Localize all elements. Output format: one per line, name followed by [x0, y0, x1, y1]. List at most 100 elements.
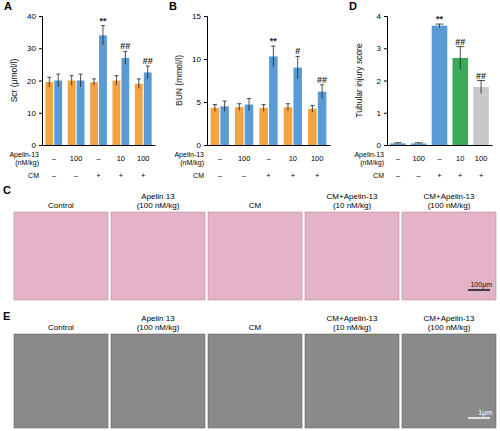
condition-label: CM — [193, 172, 204, 179]
condition-value: + — [315, 171, 320, 180]
y-axis: 051015 — [192, 12, 207, 150]
y-tick: 1 — [377, 109, 387, 118]
y-axis-title: Scr (μmol/l) — [9, 59, 19, 103]
y-tick: 3 — [377, 44, 387, 53]
bar — [432, 26, 448, 145]
y-tick: 10 — [27, 109, 42, 118]
condition-label: Apelin-13 — [354, 151, 384, 159]
image-label: (10 nM/kg) — [333, 201, 372, 210]
tick-mark — [39, 16, 42, 17]
y-tick: 15 — [192, 12, 207, 21]
condition-label: (nM/kg) — [15, 159, 39, 167]
bar — [259, 108, 268, 145]
tick-mark — [39, 145, 42, 146]
micrograph — [208, 334, 302, 428]
error-bar — [262, 105, 266, 112]
image-label: (100 nM/kg) — [428, 323, 471, 332]
tick-mark — [204, 145, 207, 146]
error-bar — [237, 104, 241, 111]
tick-mark — [39, 113, 42, 114]
bar — [77, 81, 85, 146]
tick-label: 20 — [27, 77, 36, 86]
condition-value: – — [266, 154, 271, 163]
annotation: ** — [436, 14, 444, 24]
condition-value: – — [52, 171, 57, 180]
scale-bar — [468, 417, 490, 419]
y-tick: 0 — [377, 141, 387, 150]
tick-mark — [384, 16, 387, 17]
condition-value: – — [74, 171, 79, 180]
scale-bar — [468, 289, 490, 291]
condition-value: 100 — [412, 154, 425, 163]
error-bar — [47, 77, 51, 87]
bar — [220, 106, 229, 145]
condition-label: Apelin-13 — [174, 151, 204, 159]
condition-value: + — [141, 171, 146, 180]
condition-label: CM — [373, 172, 384, 179]
tick-label: 10 — [27, 109, 36, 118]
condition-value: – — [96, 154, 101, 163]
condition-value: 100 — [70, 154, 83, 163]
error-bar — [114, 76, 118, 86]
image-label: CM+Apelin-13 — [424, 314, 475, 323]
image-panel-0: CControlApelin 13(100 nM/kg)CMCM+Apelin-… — [3, 184, 496, 300]
condition-value: – — [218, 171, 223, 180]
axis-line — [204, 17, 208, 146]
error-bar — [123, 51, 127, 64]
condition-label: Apelin-13 — [9, 151, 39, 159]
y-tick: 2 — [377, 77, 387, 86]
condition-value: 100 — [311, 154, 324, 163]
image-label: CM+Apelin-13 — [327, 192, 378, 201]
y-tick: 4 — [377, 12, 387, 21]
error-bar — [415, 143, 423, 144]
tick-label: 40 — [27, 12, 36, 21]
figure: **####010203040Scr (μmol/l)AApelin-13(nM… — [0, 0, 500, 431]
condition-value: 10 — [117, 154, 125, 163]
condition-value: 10 — [456, 154, 464, 163]
y-tick: 40 — [27, 12, 42, 21]
tick-label: 0 — [32, 141, 37, 150]
condition-value: + — [458, 171, 463, 180]
tick-mark — [204, 59, 207, 60]
condition-value: – — [396, 154, 401, 163]
bar — [284, 107, 293, 145]
tick-mark — [204, 16, 207, 17]
panel-letter: A — [4, 0, 12, 12]
condition-value: + — [266, 171, 271, 180]
tick-mark — [39, 81, 42, 82]
error-bar — [79, 74, 83, 87]
image-label: CM — [249, 323, 262, 332]
plot-marks — [211, 46, 327, 145]
image-label: CM+Apelin-13 — [424, 192, 475, 201]
bar — [135, 84, 143, 145]
condition-value: – — [396, 171, 401, 180]
condition-value: + — [119, 171, 124, 180]
tick-label: 4 — [377, 12, 382, 21]
image-label: CM — [249, 201, 262, 210]
bar — [452, 58, 468, 145]
annotation: # — [295, 46, 300, 56]
image-label: Control — [48, 201, 74, 210]
axis-line — [43, 145, 156, 146]
bar — [99, 35, 107, 145]
panel-1: **###051015BUN (mmol/l)BApelin-13(nM/kg)… — [169, 0, 331, 180]
bar — [411, 143, 427, 145]
y-axis-title: Tubular injury score — [354, 43, 364, 118]
error-bar — [92, 79, 96, 85]
error-bar — [310, 105, 314, 112]
error-bar — [296, 56, 300, 78]
condition-label: (nM/kg) — [180, 159, 204, 167]
error-bar — [286, 104, 290, 111]
micrograph — [208, 212, 302, 300]
bar — [473, 87, 489, 145]
image-label: (10 nM/kg) — [333, 323, 372, 332]
y-tick: 0 — [32, 141, 42, 150]
condition-value: 10 — [289, 154, 297, 163]
error-bar — [223, 101, 227, 111]
bar — [293, 68, 302, 145]
y-tick: 20 — [27, 77, 42, 86]
axis-line — [39, 17, 43, 146]
scale-bar-label: 1μm — [478, 409, 492, 417]
micrograph — [111, 334, 205, 428]
scale-bar-label: 100μm — [470, 281, 492, 289]
